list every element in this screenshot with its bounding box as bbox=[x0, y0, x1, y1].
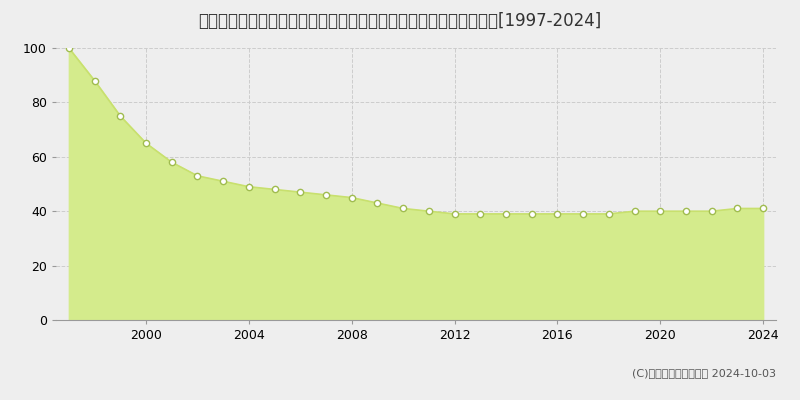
Text: (C)土地価格ドットコム 2024-10-03: (C)土地価格ドットコム 2024-10-03 bbox=[632, 368, 776, 378]
Text: 千葉県松戸市小金きよしケ丘４丁目３番１１　基準地価　地価推移[1997-2024]: 千葉県松戸市小金きよしケ丘４丁目３番１１ 基準地価 地価推移[1997-2024… bbox=[198, 12, 602, 30]
